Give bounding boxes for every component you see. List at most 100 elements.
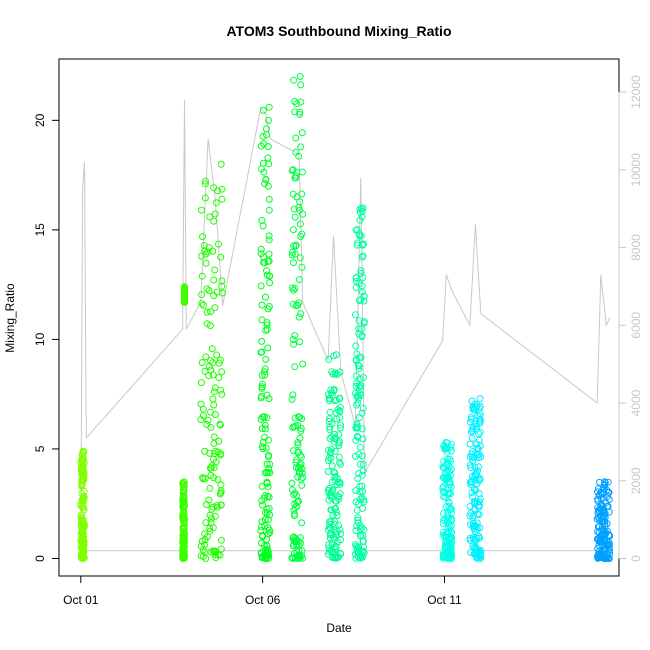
data-point (357, 267, 365, 275)
data-point (79, 551, 87, 559)
data-point (595, 550, 602, 558)
data-point (210, 388, 218, 396)
y2-tick-label: 0 (629, 555, 643, 562)
data-point (179, 500, 187, 507)
data-point (288, 395, 296, 403)
data-point (360, 318, 368, 326)
data-point (260, 542, 268, 550)
data-point (597, 513, 605, 521)
data-point (297, 453, 305, 461)
data-point (266, 460, 274, 468)
data-point (265, 232, 273, 240)
x-axis: Oct 01 Oct 06 Oct 11 (63, 575, 462, 607)
data-point (357, 269, 365, 277)
data-point (179, 515, 187, 523)
data-point (335, 453, 343, 461)
data-point (258, 523, 266, 531)
data-point (261, 365, 269, 373)
data-point (466, 536, 474, 544)
data-point (265, 493, 273, 501)
data-point (289, 447, 297, 455)
data-point (80, 516, 87, 524)
data-point (444, 509, 452, 517)
data-point (205, 496, 213, 504)
data-point (198, 537, 206, 545)
point-column (593, 478, 614, 562)
data-point (79, 449, 87, 457)
data-point (262, 293, 269, 301)
data-point (355, 297, 363, 305)
data-point (203, 308, 211, 316)
data-point (198, 272, 206, 280)
data-point (206, 213, 214, 221)
data-point (218, 195, 226, 203)
data-point (258, 217, 266, 224)
data-point (595, 514, 602, 522)
data-point (358, 325, 366, 333)
data-point (264, 154, 272, 162)
data-point (293, 100, 301, 108)
data-point (201, 177, 209, 185)
data-point (263, 321, 271, 329)
data-point (598, 531, 606, 539)
data-point (605, 496, 613, 503)
data-point (327, 506, 335, 514)
y2-tick-label: 2000 (629, 467, 643, 494)
data-point (331, 554, 339, 562)
data-point (294, 554, 301, 562)
data-point (261, 469, 269, 477)
data-point (263, 505, 271, 513)
data-point (354, 514, 362, 522)
data-point (605, 488, 613, 496)
data-point (352, 311, 359, 319)
data-point (352, 487, 360, 495)
data-point (261, 522, 269, 530)
data-point (324, 468, 332, 475)
y2-tick-label: 12000 (629, 75, 643, 109)
data-point (471, 463, 479, 471)
data-point (260, 253, 267, 261)
data-point (446, 468, 454, 475)
data-point (596, 492, 604, 500)
data-point (292, 241, 300, 249)
point-column (181, 283, 188, 306)
data-point (211, 304, 219, 312)
data-point (447, 440, 455, 448)
data-point (265, 103, 273, 111)
data-point (296, 338, 304, 346)
data-point (355, 325, 363, 333)
data-point (477, 554, 484, 562)
data-point (440, 483, 447, 491)
data-point (292, 134, 300, 142)
y-axis: 0 5 10 15 20 (33, 113, 60, 562)
data-point (358, 452, 366, 460)
data-point (355, 414, 363, 422)
data-point (298, 519, 306, 527)
data-point (210, 292, 218, 300)
data-point (259, 106, 267, 114)
data-point (324, 457, 332, 464)
data-point (211, 512, 219, 520)
data-point (326, 423, 334, 431)
data-point (326, 518, 333, 526)
data-point (298, 230, 306, 238)
data-point (202, 353, 210, 361)
data-point (290, 340, 298, 348)
data-point (351, 452, 359, 460)
data-point (353, 226, 361, 233)
data-point (180, 536, 188, 544)
data-point (358, 333, 366, 341)
data-point (263, 542, 271, 549)
data-point (207, 366, 215, 374)
data-point (296, 534, 304, 542)
data-point (326, 531, 334, 539)
data-point (265, 206, 273, 214)
data-point (295, 152, 303, 160)
data-point (475, 436, 483, 444)
data-point (266, 279, 274, 287)
data-point (475, 502, 483, 509)
data-point (218, 368, 226, 376)
data-point (605, 531, 613, 539)
data-point (299, 210, 307, 218)
data-point (332, 504, 340, 512)
